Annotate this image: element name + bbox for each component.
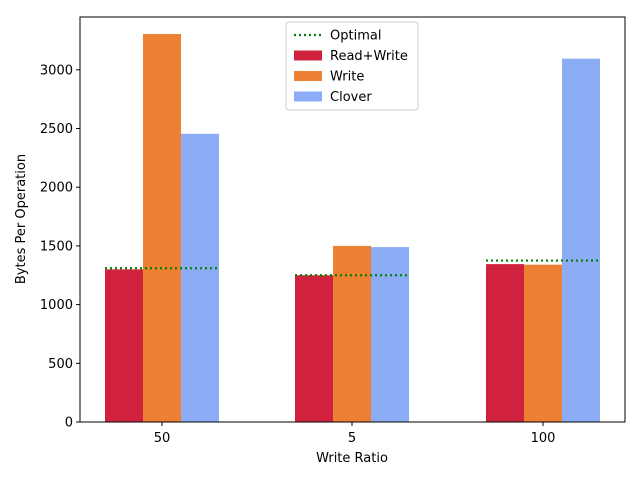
y-tick-label: 2500 <box>40 122 73 137</box>
x-tick-label: 5 <box>348 431 356 446</box>
y-axis: 0 500 1000 1500 2000 2500 3000 <box>40 63 80 431</box>
bar-read-write-50 <box>105 269 143 422</box>
legend-swatch-write <box>294 71 322 81</box>
legend-label-optimal: Optimal <box>330 29 381 44</box>
x-axis-label: Write Ratio <box>316 451 388 466</box>
bar-write-100 <box>524 264 562 422</box>
legend-box <box>285 21 419 111</box>
legend: Optimal Read+Write Write Clover <box>285 21 419 111</box>
legend-label-clover: Clover <box>330 90 372 105</box>
y-tick-label: 3000 <box>40 63 73 78</box>
optimal-lines-group <box>105 259 600 277</box>
bar-clover-5 <box>371 247 409 422</box>
x-tick-label: 100 <box>531 431 556 446</box>
bar-read-write-5 <box>295 275 333 422</box>
bars-group <box>105 34 600 423</box>
y-axis-label: Bytes Per Operation <box>14 154 29 284</box>
legend-swatch-clover <box>294 91 322 102</box>
y-tick-label: 1000 <box>40 298 73 313</box>
legend-swatch-read-write <box>294 50 322 61</box>
legend-label-write: Write <box>330 70 364 85</box>
y-tick-label: 500 <box>48 357 73 372</box>
y-tick-label: 1500 <box>40 239 73 254</box>
y-tick-label: 0 <box>65 416 73 431</box>
y-tick-label: 2000 <box>40 181 73 196</box>
x-tick-label: 50 <box>154 431 171 446</box>
bar-write-50 <box>143 34 181 423</box>
bar-clover-100 <box>562 58 600 422</box>
legend-label-read-write: Read+Write <box>330 49 408 64</box>
bar-read-write-100 <box>486 264 524 422</box>
x-axis: 50 5 100 <box>154 422 556 446</box>
bar-clover-50 <box>181 133 219 422</box>
bar-write-5 <box>333 245 371 422</box>
